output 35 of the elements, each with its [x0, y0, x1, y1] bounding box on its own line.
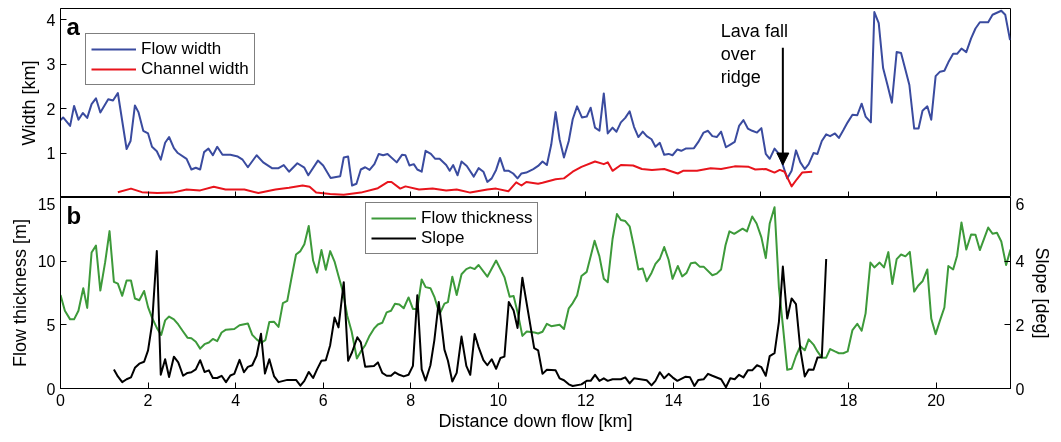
y2-tick-label: 6 — [1015, 195, 1025, 213]
x-tick-label: 10 — [489, 391, 508, 409]
y-tick-label: 0 — [46, 380, 56, 398]
y-tick-label: 3 — [46, 56, 56, 74]
x-tick-label: 2 — [143, 391, 153, 409]
x-tick-label: 8 — [406, 391, 416, 409]
x-tick-label: 18 — [839, 391, 858, 409]
y2-tick-label: 0 — [1015, 380, 1025, 398]
x-axis-title: Distance down flow [km] — [438, 410, 633, 431]
annotation: b — [66, 201, 82, 229]
legend-label: Flow thickness — [421, 208, 533, 228]
x-tick-label: 6 — [318, 391, 328, 409]
y-tick-label: 10 — [37, 253, 56, 271]
legend-label: Flow width — [141, 39, 222, 59]
y-tick-label: 2 — [46, 100, 56, 118]
y-tick-label: 4 — [46, 11, 56, 29]
y-axis-title: Width [km] — [18, 60, 39, 146]
y-tick-label: 1 — [46, 145, 56, 163]
y2-tick-label: 4 — [1015, 253, 1025, 271]
y-axis-title: Flow thickness [m] — [9, 218, 30, 368]
y2-tick-label: 2 — [1015, 316, 1025, 334]
legend-label: Slope — [421, 228, 465, 248]
line-series — [60, 9, 1011, 187]
annotation: Lava fall over ridge — [720, 20, 788, 87]
x-tick-label: 20 — [927, 391, 946, 409]
x-tick-label: 14 — [664, 391, 683, 409]
y-tick-label: 5 — [46, 316, 56, 334]
y-tick-label: 15 — [37, 195, 56, 213]
x-tick-label: 16 — [752, 391, 770, 409]
x-tick-label: 4 — [231, 391, 241, 409]
legend-label: Channel width — [141, 59, 249, 79]
line-series — [116, 160, 814, 196]
y2-axis-title: Slope [deg] — [1032, 247, 1053, 339]
x-tick-label: 12 — [576, 391, 595, 409]
annotation: a — [66, 12, 81, 40]
